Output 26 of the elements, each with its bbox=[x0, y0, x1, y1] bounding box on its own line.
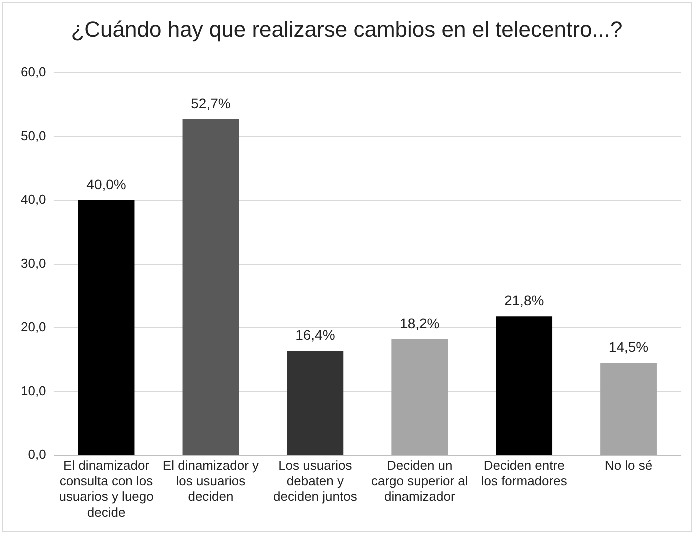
x-tick-label: No lo sé bbox=[604, 458, 653, 473]
x-tick-label: El dinamizador consulta con los usuarios y luego decide bbox=[59, 458, 154, 520]
y-tick-label: 20,0 bbox=[20, 320, 46, 335]
data-label: 16,4% bbox=[296, 326, 336, 343]
x-tick-label: Deciden entre los formadores bbox=[481, 458, 568, 489]
bar bbox=[182, 120, 240, 456]
x-tick-label: Los usuarios debaten y deciden juntos bbox=[274, 458, 358, 504]
y-tick-label: 50,0 bbox=[20, 128, 46, 144]
y-tick-label: 60,0 bbox=[20, 64, 46, 80]
bar bbox=[496, 316, 553, 456]
data-label: 21,8% bbox=[504, 292, 544, 308]
y-tick-label: 40,0 bbox=[20, 192, 46, 208]
data-label: 52,7% bbox=[191, 95, 231, 112]
data-label: 40,0% bbox=[86, 176, 126, 192]
data-label: 14,5% bbox=[608, 339, 649, 355]
bar bbox=[78, 200, 135, 456]
data-label: 18,2% bbox=[400, 315, 440, 332]
chart-title: ¿Cuándo hay que realizarse cambios en el telecentro...? bbox=[70, 17, 624, 43]
bar bbox=[392, 340, 448, 456]
x-tick-label: El dinamizador y los usuarios deciden bbox=[162, 458, 260, 504]
x-tick-label: Deciden un cargo superior al dinamizador bbox=[371, 458, 468, 504]
bar bbox=[287, 351, 344, 456]
bar bbox=[600, 363, 657, 456]
y-tick-label: 10,0 bbox=[20, 383, 46, 398]
y-tick-label: 0,0 bbox=[28, 447, 46, 462]
y-tick-label: 30,0 bbox=[20, 256, 46, 271]
